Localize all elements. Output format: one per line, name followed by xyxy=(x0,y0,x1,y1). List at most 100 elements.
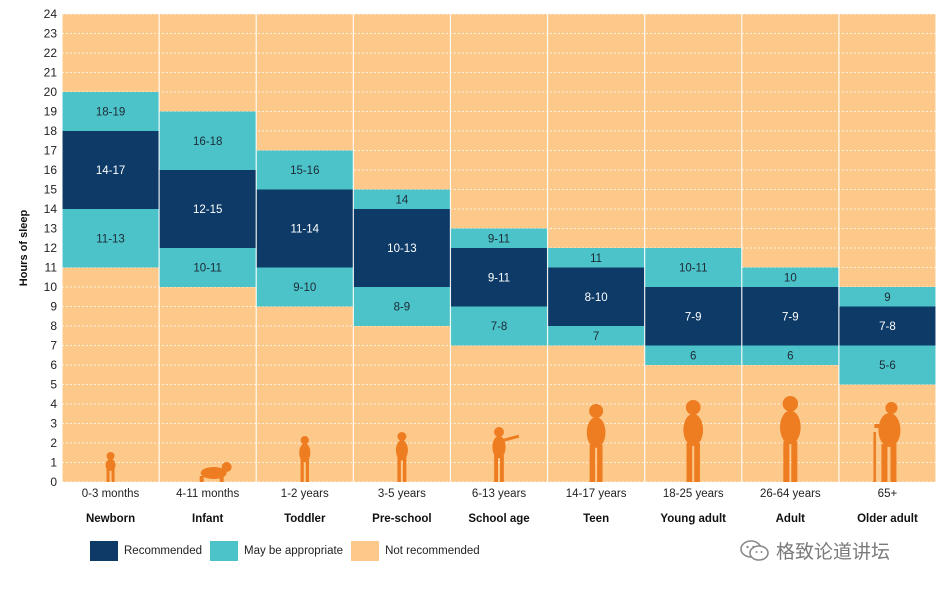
may-be-appropriate-upper-label: 14 xyxy=(395,194,408,206)
x-category-label: 18-25 years xyxy=(663,488,724,500)
may-be-appropriate-lower-label: 8-9 xyxy=(394,302,411,314)
may-be-appropriate-lower-label: 7-8 xyxy=(491,321,508,333)
x-group-label: School age xyxy=(468,513,529,525)
x-category-label: 1-2 years xyxy=(281,488,329,500)
y-tick-label: 15 xyxy=(44,183,58,197)
may-be-appropriate-upper-label: 18-19 xyxy=(96,107,125,119)
x-category-label: 26-64 years xyxy=(760,488,821,500)
x-category-label: 3-5 years xyxy=(378,488,426,500)
may-be-appropriate-lower-band xyxy=(741,345,839,365)
legend-item-may-be-appropriate: May be appropriate xyxy=(209,541,344,561)
may-be-appropriate-upper-band xyxy=(644,248,742,287)
legend-item-not-recommended: Not recommended xyxy=(351,541,480,561)
y-tick-label: 17 xyxy=(44,144,58,158)
legend-swatch-recommended xyxy=(90,541,118,561)
may-be-appropriate-lower-label: 6 xyxy=(787,350,793,362)
recommended-label: 9-11 xyxy=(488,272,510,284)
recommended-label: 8-10 xyxy=(585,292,608,304)
y-tick-label: 9 xyxy=(50,300,57,314)
recommended-band xyxy=(547,267,645,326)
legend-swatch-not-recommended xyxy=(351,541,380,561)
x-category-label: 65+ xyxy=(878,488,898,500)
may-be-appropriate-upper-band xyxy=(450,228,548,248)
watermark-text: 格致论道讲坛 xyxy=(776,541,891,563)
may-be-appropriate-lower-label: 9-10 xyxy=(293,282,316,294)
y-tick-label: 12 xyxy=(44,241,58,255)
may-be-appropriate-upper-band xyxy=(256,150,354,190)
recommended-band xyxy=(838,306,936,346)
x-group-label: Young adult xyxy=(660,513,726,525)
recommended-band xyxy=(353,209,451,287)
x-category-label: 4-11 months xyxy=(176,488,239,500)
may-be-appropriate-lower-band xyxy=(644,345,742,365)
may-be-appropriate-upper-label: 16-18 xyxy=(193,136,222,148)
y-tick-label: 21 xyxy=(44,66,58,80)
y-axis-label: Hours of sleep xyxy=(18,210,30,287)
may-be-appropriate-upper-label: 10-11 xyxy=(679,263,708,275)
y-tick-label: 4 xyxy=(50,397,57,411)
preschooler-icon xyxy=(395,432,408,482)
recommended-label: 12-15 xyxy=(193,204,222,216)
y-tick-label: 23 xyxy=(44,27,58,41)
may-be-appropriate-lower-band xyxy=(547,326,645,346)
y-tick-label: 13 xyxy=(44,222,58,236)
wechat-icon xyxy=(740,539,769,561)
y-tick-label: 0 xyxy=(50,475,57,489)
x-group-label: Infant xyxy=(192,513,223,525)
recommended-band xyxy=(159,170,257,248)
legend-label-may-be-appropriate: May be appropriate xyxy=(243,545,344,557)
y-tick-label: 10 xyxy=(44,280,58,294)
may-be-appropriate-lower-label: 7 xyxy=(593,331,599,343)
y-tick-label: 8 xyxy=(50,319,57,333)
may-be-appropriate-upper-band xyxy=(741,267,839,287)
may-be-appropriate-lower-label: 5-6 xyxy=(879,360,896,372)
y-tick-label: 16 xyxy=(44,163,58,177)
adult-icon xyxy=(780,396,801,482)
x-category-label: 6-13 years xyxy=(472,488,527,500)
y-tick-label: 1 xyxy=(50,456,57,470)
may-be-appropriate-upper-label: 9-11 xyxy=(488,233,510,245)
young-adult-icon xyxy=(683,400,704,482)
y-tick-label: 3 xyxy=(50,417,57,431)
recommended-label: 14-17 xyxy=(96,165,125,177)
legend: Recommended May be appropriate Not recom… xyxy=(90,540,488,562)
may-be-appropriate-lower-band xyxy=(450,306,548,346)
may-be-appropriate-lower-band xyxy=(353,287,451,326)
may-be-appropriate-lower-band xyxy=(838,345,936,385)
legend-swatch-may-be-appropriate xyxy=(209,541,238,561)
may-be-appropriate-upper-label: 10 xyxy=(784,272,797,284)
y-tick-label: 5 xyxy=(50,378,57,392)
may-be-appropriate-upper-band xyxy=(547,248,645,268)
legend-label-recommended: Recommended xyxy=(124,545,202,557)
recommended-label: 7-9 xyxy=(782,311,799,323)
y-tick-label: 11 xyxy=(45,261,58,275)
may-be-appropriate-lower-label: 6 xyxy=(690,350,696,362)
recommended-label: 7-8 xyxy=(879,321,896,333)
baby-crawling-icon xyxy=(199,462,232,482)
recommended-label: 10-13 xyxy=(387,243,416,255)
y-tick-label: 14 xyxy=(44,202,58,216)
may-be-appropriate-upper-band xyxy=(62,92,160,131)
legend-label-not-recommended: Not recommended xyxy=(385,545,480,557)
y-tick-label: 6 xyxy=(50,358,57,372)
may-be-appropriate-lower-band xyxy=(256,267,354,307)
may-be-appropriate-lower-label: 11-13 xyxy=(96,233,125,245)
may-be-appropriate-upper-band xyxy=(353,189,451,209)
recommended-band xyxy=(62,131,160,209)
toddler-icon xyxy=(299,436,311,482)
child-icon xyxy=(492,427,520,482)
x-group-label: Newborn xyxy=(86,513,135,525)
may-be-appropriate-lower-band xyxy=(159,248,257,287)
may-be-appropriate-upper-band xyxy=(159,111,257,170)
x-group-label: Adult xyxy=(776,513,806,525)
y-tick-label: 22 xyxy=(44,46,58,60)
may-be-appropriate-upper-label: 9 xyxy=(884,292,890,304)
may-be-appropriate-upper-label: 15-16 xyxy=(290,165,319,177)
x-group-label: Pre-school xyxy=(372,513,431,525)
y-tick-label: 18 xyxy=(44,124,58,138)
x-group-label: Toddler xyxy=(284,513,326,525)
x-category-label: 0-3 months xyxy=(82,488,140,500)
x-group-label: Teen xyxy=(583,513,609,525)
may-be-appropriate-upper-band xyxy=(838,287,936,307)
